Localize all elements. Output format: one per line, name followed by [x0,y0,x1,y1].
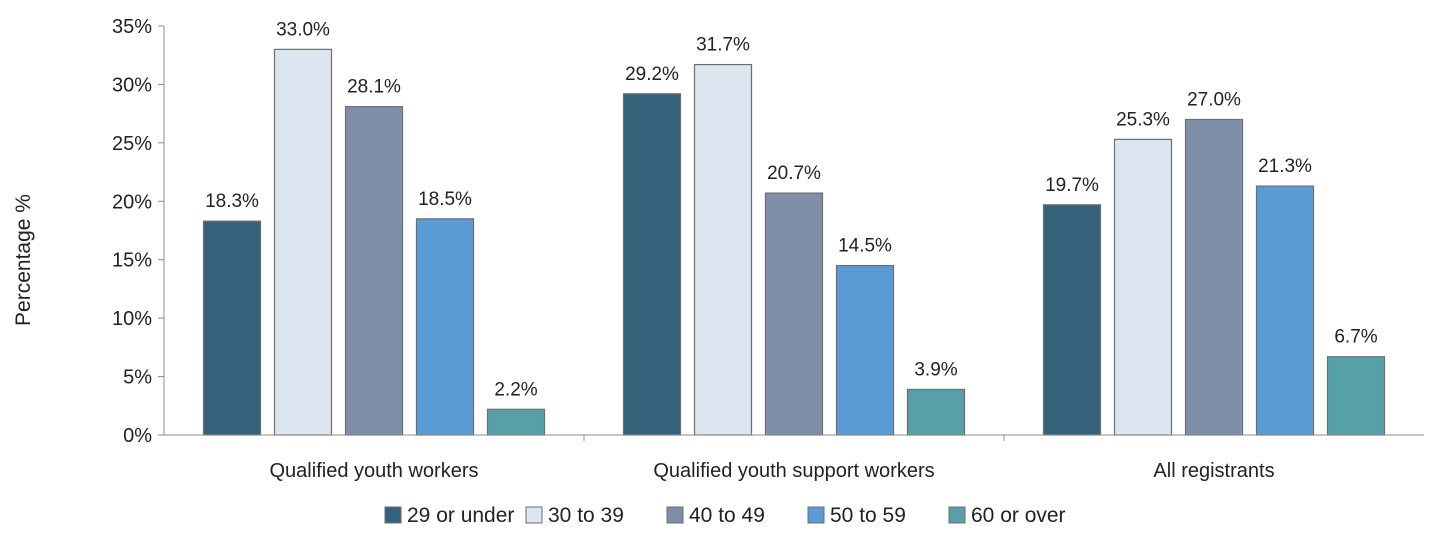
legend-label: 40 to 49 [689,504,765,527]
data-label: 31.7% [696,35,750,56]
bar [1326,356,1386,436]
data-label: 25.3% [1116,109,1170,130]
legend-swatch [807,506,825,524]
bar [415,218,475,436]
bar [344,106,404,436]
y-tick-label: 15% [112,250,152,272]
y-tick-label: 20% [112,191,152,213]
legend-label: 29 or under [407,504,514,527]
data-label: 19.7% [1045,175,1099,196]
y-tick-label: 30% [112,74,152,96]
data-label: 28.1% [347,77,401,98]
data-label: 20.7% [767,163,821,184]
data-label: 14.5% [838,236,892,257]
y-axis-label: Percentage % [12,194,35,326]
bar [835,264,895,436]
bar [906,388,966,436]
data-label: 33.0% [276,19,330,40]
data-labels: 18.3% 33.0% 28.1% 18.5% 2.2% 29.2% 31.7% 20.7% 1… [205,19,1378,400]
legend-swatch [384,506,402,524]
data-label: 29.2% [625,64,679,85]
y-tick-label: 35% [112,16,152,38]
y-axis: 0% 5% 10% 15% 20% 25% 30% 35% [112,16,165,447]
legend-label: 30 to 39 [548,504,624,527]
y-tick-label: 25% [112,133,152,155]
bar [1042,204,1102,436]
bar [1255,185,1315,436]
y-tick-label: 5% [123,367,152,389]
data-label: 18.3% [205,191,259,212]
legend-swatch [948,506,966,524]
legend: 29 or under 30 to 39 40 to 49 50 to 59 60 or… [384,504,1066,527]
bar [202,220,262,436]
bar [486,408,546,436]
x-tick-label: All registrants [1153,460,1274,482]
legend-label: 60 or over [971,504,1066,527]
bar [764,192,824,436]
data-label: 3.9% [914,359,957,380]
data-label: 27.0% [1187,89,1241,110]
bar [622,93,682,436]
data-label: 6.7% [1334,327,1377,348]
y-tick-label: 10% [112,308,152,330]
bar [1113,138,1173,436]
bar [693,63,753,436]
data-label: 21.3% [1258,156,1312,177]
y-tick-label: 0% [123,425,152,447]
legend-swatch [525,506,543,524]
legend-swatch [666,506,684,524]
bars [202,48,1386,436]
x-axis: Qualified youth workers Qualified youth s… [164,434,1424,482]
bar [1184,118,1244,436]
legend-label: 50 to 59 [830,504,906,527]
x-tick-label: Qualified youth workers [270,460,479,482]
bar [273,48,333,436]
data-label: 18.5% [418,189,472,210]
data-label: 2.2% [494,379,537,400]
x-tick-label: Qualified youth support workers [653,460,934,482]
